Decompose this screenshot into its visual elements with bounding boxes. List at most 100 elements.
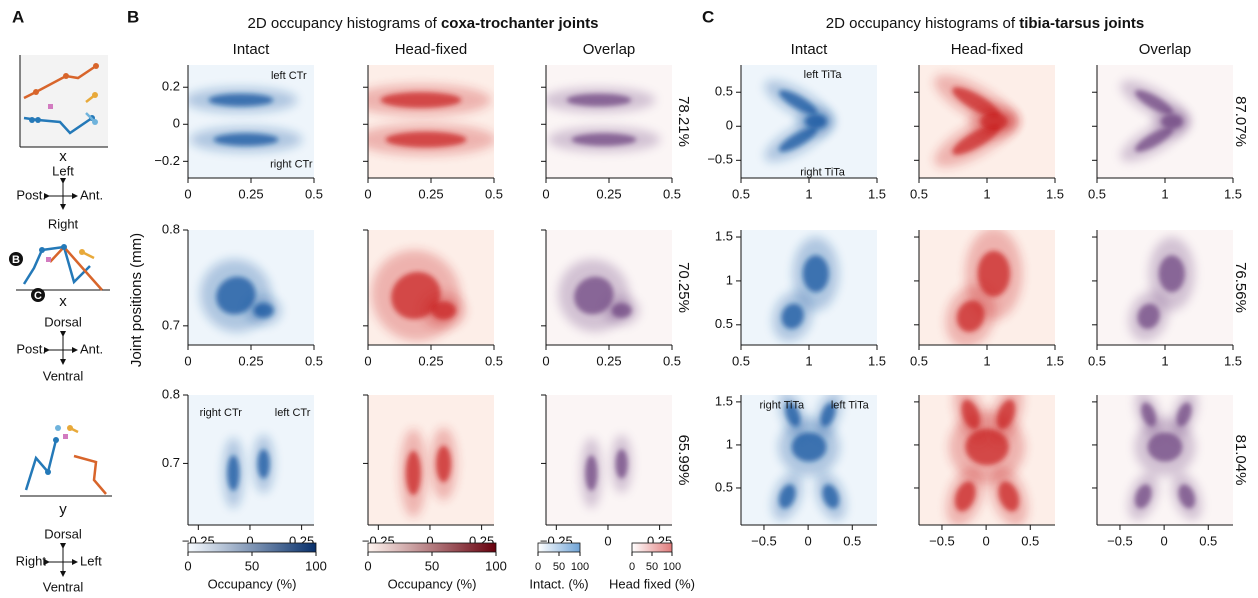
direction-label: Right xyxy=(16,553,47,568)
occupancy-core xyxy=(253,303,274,318)
direction-label: Ant. xyxy=(80,341,103,356)
occupancy-core xyxy=(822,484,840,509)
panel-letter: A xyxy=(12,7,24,26)
direction-label: Left xyxy=(52,163,74,178)
heatmap xyxy=(188,395,314,525)
y-tick-label: 0.5 xyxy=(715,479,733,494)
occupancy-core xyxy=(385,131,467,148)
occupancy-core xyxy=(804,114,827,129)
occupancy-core xyxy=(781,303,804,329)
occupancy-core xyxy=(227,455,240,491)
x-tick-label: 0 xyxy=(246,533,253,548)
colorbar-label: Head fixed (%) xyxy=(609,576,695,591)
y-tick-label: 0.2 xyxy=(162,79,180,94)
x-tick-label: 0.5 xyxy=(910,186,928,201)
heatmap xyxy=(368,65,494,178)
overlap-percent: 65.99% xyxy=(675,435,692,486)
overlap-percent: 81.04% xyxy=(1232,435,1249,486)
joint-annotation: left CTr xyxy=(271,70,307,82)
x-tick-label: 1 xyxy=(805,353,812,368)
y-tick-label: −0.5 xyxy=(707,152,733,167)
occupancy-core xyxy=(998,481,1020,512)
colorbar-tick-label: 100 xyxy=(305,558,327,573)
occupancy-core xyxy=(820,402,836,427)
column-header: Intact xyxy=(233,41,271,58)
occupancy-core xyxy=(574,276,614,315)
heatmap xyxy=(919,395,1055,525)
occupancy-core xyxy=(405,450,421,496)
x-tick-label: 0.25 xyxy=(418,353,443,368)
colorbar-label: Occupancy (%) xyxy=(388,576,477,591)
y-tick-label: 0.5 xyxy=(715,84,733,99)
occupancy-core xyxy=(566,93,632,107)
colorbar-tick-label: 0 xyxy=(535,561,541,573)
joint-annotation: left TiTa xyxy=(831,399,870,411)
direction-label: Ventral xyxy=(43,368,84,383)
occupancy-core xyxy=(1160,114,1183,129)
panel-letter: C xyxy=(702,7,714,26)
y-tick-label: 0.8 xyxy=(162,386,180,401)
heatmap xyxy=(1097,395,1233,525)
occupancy-core xyxy=(257,449,270,479)
colorbar-tick-label: 100 xyxy=(663,561,681,573)
overlap-percent: 70.25% xyxy=(675,262,692,313)
x-tick-label: 1 xyxy=(983,353,990,368)
column-header: Overlap xyxy=(1139,41,1192,58)
occupancy-core xyxy=(961,399,981,430)
heatmap xyxy=(741,65,877,178)
occupancy-core xyxy=(977,250,1011,297)
x-tick-label: 1.5 xyxy=(868,353,886,368)
joint-annotation: right CTr xyxy=(270,158,313,170)
occupancy-core xyxy=(571,133,637,146)
occupancy-core xyxy=(980,112,1008,131)
occupancy-core xyxy=(436,445,452,483)
colorbar-tick-label: 0 xyxy=(184,558,191,573)
x-tick-label: 0 xyxy=(542,353,549,368)
x-tick-label: 1 xyxy=(1161,186,1168,201)
x-tick-label: 0.5 xyxy=(305,353,323,368)
overlap-percent: 87.07% xyxy=(1232,96,1249,147)
heatmap xyxy=(368,230,494,345)
column-header: Overlap xyxy=(583,41,636,58)
occupancy-core xyxy=(779,90,818,115)
occupancy-core xyxy=(380,92,462,108)
x-tick-label: −0.5 xyxy=(929,533,955,548)
schematic-front-view xyxy=(20,425,112,497)
joint-annotation: left TiTa xyxy=(804,69,843,81)
column-header: Head-fixed xyxy=(951,41,1024,58)
joint-annotation: right TiTa xyxy=(800,166,846,178)
colorbar xyxy=(367,542,497,553)
x-tick-label: 0.5 xyxy=(485,186,503,201)
x-tick-label: 0.25 xyxy=(238,353,263,368)
heatmap-background xyxy=(546,65,672,178)
x-tick-label: 0.25 xyxy=(418,186,443,201)
x-tick-label: 0 xyxy=(804,533,811,548)
direction-label: Dorsal xyxy=(44,526,82,541)
x-tick-label: 1 xyxy=(805,186,812,201)
y-tick-label: 0.8 xyxy=(162,221,180,236)
x-tick-label: 1.5 xyxy=(1224,186,1242,201)
occupancy-core xyxy=(802,255,829,293)
compass xyxy=(44,543,78,577)
x-tick-label: 0 xyxy=(982,533,989,548)
direction-label: Ventral xyxy=(43,579,84,594)
heatmap xyxy=(741,230,877,345)
occupancy-core xyxy=(1178,484,1196,509)
y-tick-label: 1.5 xyxy=(715,393,733,408)
callout: C xyxy=(34,290,42,302)
column-header: Head-fixed xyxy=(395,41,468,58)
occupancy-core xyxy=(208,93,274,107)
panel-letter: B xyxy=(127,7,139,26)
occupancy-core xyxy=(1158,255,1185,293)
colorbar-tick-label: 50 xyxy=(425,558,439,573)
title-text: 2D occupancy histograms of xyxy=(826,15,1019,32)
heatmap xyxy=(741,395,877,525)
x-tick-label: 0.25 xyxy=(596,353,621,368)
occupancy-core xyxy=(1147,432,1183,462)
axis-label: y xyxy=(59,501,67,518)
direction-label: Ant. xyxy=(80,187,103,202)
x-tick-label: 0 xyxy=(184,353,191,368)
x-tick-label: −0.5 xyxy=(1107,533,1133,548)
occupancy-core xyxy=(216,276,256,315)
colorbar-tick-label: 100 xyxy=(485,558,507,573)
